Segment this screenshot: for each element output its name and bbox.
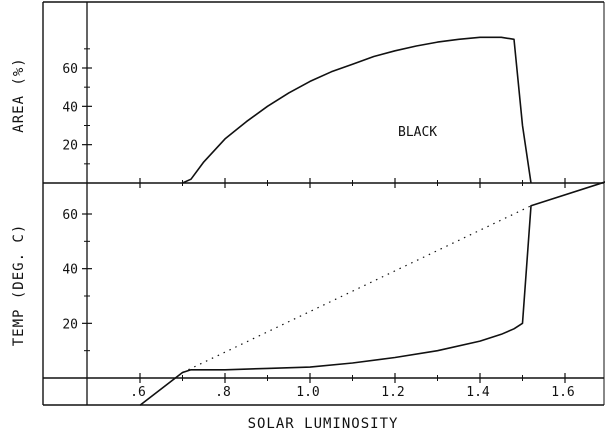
area-curve-black [182,36,532,184]
temp-curve-dotted [182,205,532,374]
x-axis-label: SOLAR LUMINOSITY [248,416,399,432]
bottom-y-tick-label: 40 [62,263,78,278]
top-y-tick-label: 20 [62,139,78,154]
top-y-tick-label: 40 [62,100,78,115]
black-annotation: BLACK [398,125,437,140]
x-tick-label: .8 [215,385,231,400]
bottom-y-axis-label: TEMP (DEG. C) [11,224,27,347]
x-tick-label: 1.4 [466,385,490,400]
x-tick-label: 1.2 [381,385,404,400]
bottom-y-tick-label: 60 [62,208,78,223]
bottom-y-tick-label: 20 [62,317,78,332]
top-y-axis-label: AREA (%) [11,57,27,132]
x-tick-label: 1.0 [296,385,319,400]
top-y-tick-label: 60 [62,62,78,77]
x-tick-label: 1.6 [551,385,574,400]
x-tick-label: .6 [130,385,146,400]
temp-curve-solid [139,181,605,406]
